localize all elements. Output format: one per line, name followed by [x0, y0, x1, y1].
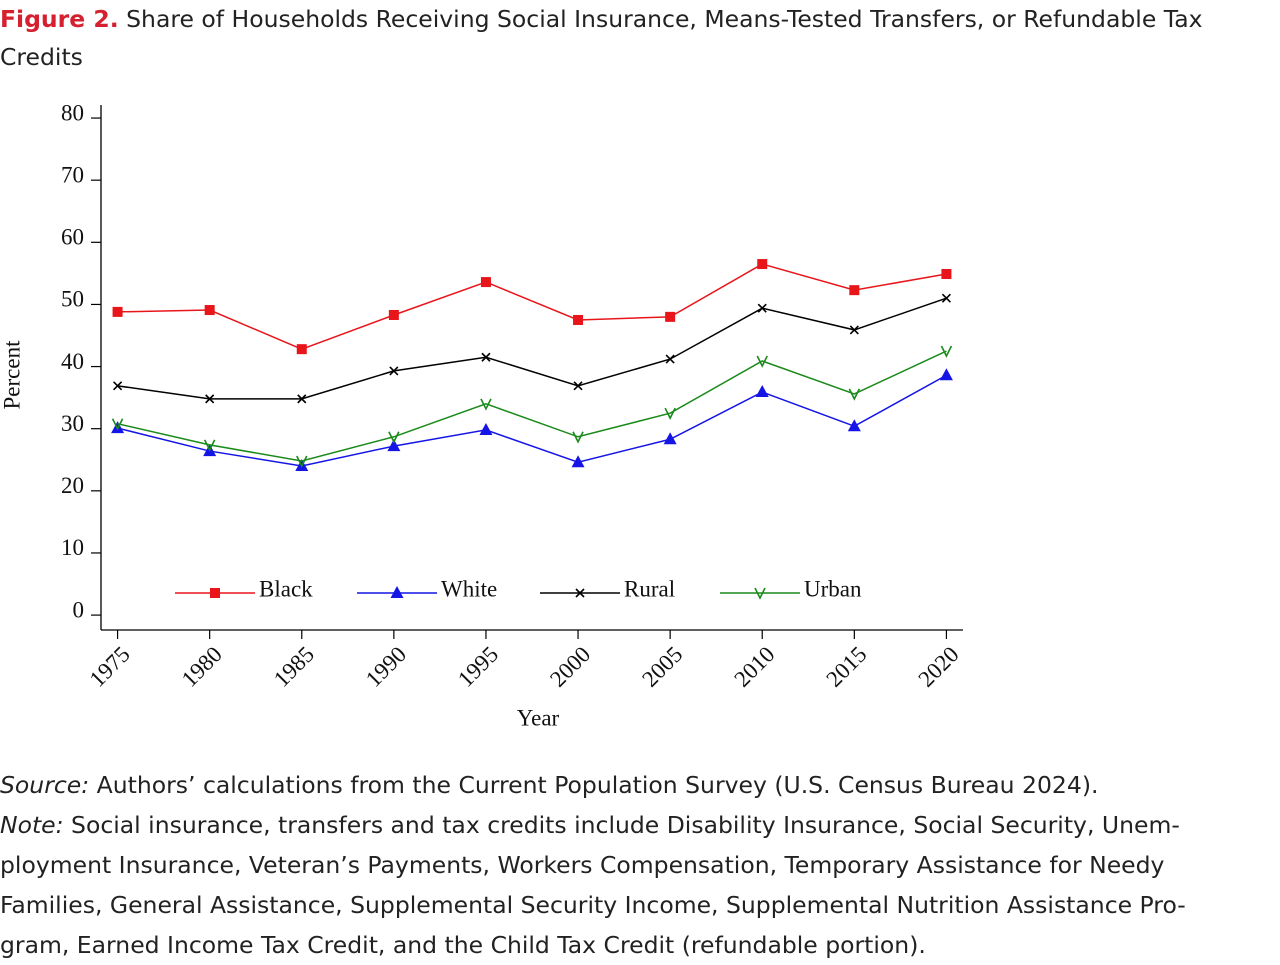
x-tick-label: 2015	[821, 642, 871, 692]
marker	[939, 368, 953, 381]
legend-label: Rural	[624, 576, 675, 601]
y-tick-label: 80	[61, 100, 84, 125]
marker	[849, 325, 859, 335]
marker	[757, 259, 768, 270]
marker	[573, 314, 584, 325]
note-line: Note: Social insurance, transfers and ta…	[0, 805, 1280, 845]
series-line	[117, 263, 947, 350]
marker	[480, 398, 492, 411]
marker	[663, 432, 677, 445]
marker	[664, 407, 676, 420]
y-tick-label: 30	[61, 411, 84, 436]
x-tick-label: 2005	[637, 642, 687, 692]
marker	[210, 588, 220, 598]
x-tick-label: 1995	[453, 642, 503, 692]
marker	[480, 277, 491, 288]
source-label: Source:	[0, 771, 90, 799]
note-line: Families, General Assistance, Supplement…	[0, 891, 1186, 919]
legend-label: White	[441, 576, 497, 601]
marker	[481, 352, 491, 362]
y-tick-label: 70	[61, 162, 84, 187]
marker	[387, 439, 401, 452]
marker	[388, 431, 400, 444]
marker	[575, 588, 585, 598]
note-line: ployment Insurance, Veteran’s Payments, …	[0, 851, 1165, 879]
y-tick-label: 50	[61, 287, 84, 312]
chart-title: Share of Households Receiving Social Ins…	[0, 5, 1203, 71]
x-tick-label: 2020	[913, 642, 963, 692]
legend-label: Urban	[804, 576, 862, 601]
marker	[204, 305, 215, 316]
marker	[849, 285, 860, 296]
marker	[389, 366, 399, 376]
series-line	[117, 297, 947, 400]
series-line	[117, 350, 947, 462]
marker	[847, 419, 861, 432]
marker	[848, 388, 861, 401]
marker	[479, 422, 493, 435]
note-text: Social insurance, transfers and tax cred…	[71, 811, 1180, 839]
x-tick-label: 2000	[545, 642, 595, 692]
marker	[572, 431, 584, 444]
marker	[665, 354, 675, 364]
note-line: gram, Earned Income Tax Credit, and the …	[0, 931, 926, 959]
figure-title: Figure 2. Share of Households Receiving …	[0, 0, 1280, 76]
marker	[111, 418, 124, 431]
marker	[296, 455, 308, 468]
y-tick-label: 10	[61, 535, 84, 560]
note-label: Note:	[0, 811, 64, 839]
marker	[203, 439, 216, 452]
y-tick-label: 60	[61, 225, 84, 250]
series-line	[117, 374, 947, 467]
source-text: Authors’ calculations from the Current P…	[96, 771, 1099, 799]
marker	[571, 455, 585, 468]
marker	[941, 268, 952, 279]
marker	[757, 303, 767, 313]
x-tick-label: 1990	[361, 642, 411, 692]
marker	[573, 381, 583, 391]
notes: Source: Authors’ calculations from the C…	[0, 765, 1280, 965]
legend-label: Black	[259, 576, 313, 601]
marker	[665, 311, 676, 322]
marker	[390, 586, 404, 598]
y-tick-label: 20	[61, 473, 84, 498]
x-tick-label: 1980	[177, 642, 227, 692]
marker	[296, 344, 307, 355]
figure-label: Figure 2.	[0, 5, 119, 33]
source: Source: Authors’ calculations from the C…	[0, 765, 1280, 805]
x-axis-label: Year	[517, 705, 560, 730]
y-tick-label: 40	[61, 349, 84, 374]
marker	[388, 310, 399, 320]
marker	[205, 394, 215, 404]
y-tick-label: 0	[73, 597, 85, 622]
x-tick-label: 1985	[269, 642, 319, 692]
marker	[754, 587, 766, 600]
marker	[113, 381, 123, 391]
marker	[940, 345, 953, 358]
x-tick-label: 2010	[729, 642, 779, 692]
y-axis-label: Percent	[0, 340, 24, 410]
marker	[297, 394, 307, 404]
x-tick-label: 1975	[85, 642, 135, 692]
marker	[941, 293, 951, 303]
marker	[756, 355, 768, 368]
marker	[755, 385, 769, 398]
marker	[112, 306, 123, 317]
